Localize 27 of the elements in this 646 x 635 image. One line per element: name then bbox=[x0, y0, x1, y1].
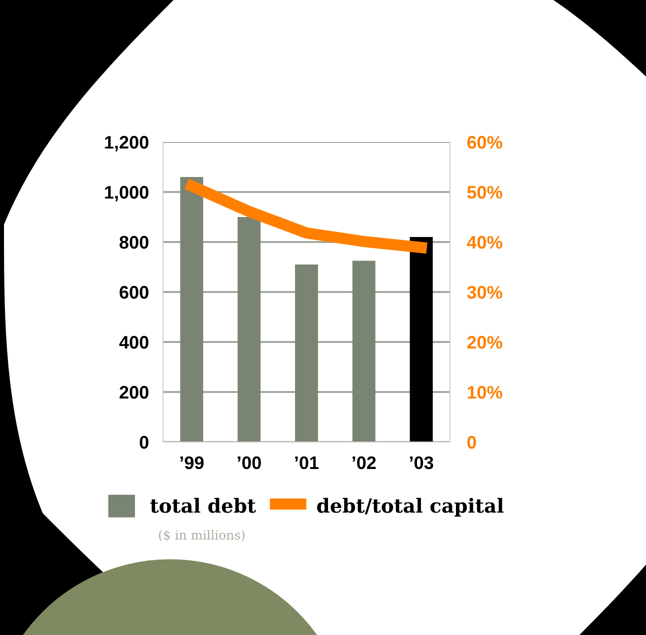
x-tick-label: ’99 bbox=[180, 456, 204, 470]
y2-tick-label: 40% bbox=[466, 236, 502, 249]
y2-tick-label: 30% bbox=[467, 286, 502, 299]
y-tick-label: 400 bbox=[119, 336, 148, 349]
bar bbox=[410, 237, 433, 442]
text: ($ in millions) bbox=[158, 530, 245, 542]
y2-tick-label: 0 bbox=[467, 436, 476, 449]
x-tick-label: ’00 bbox=[238, 456, 261, 470]
x-tick-label: ’02 bbox=[352, 456, 376, 470]
legend-label: total debt bbox=[150, 498, 256, 513]
x-tick-label: ’03 bbox=[410, 456, 434, 470]
bar bbox=[180, 177, 204, 442]
y-tick-label: 0 bbox=[140, 436, 148, 449]
y-tick-label: 200 bbox=[120, 386, 148, 399]
bar bbox=[238, 217, 261, 442]
bar bbox=[295, 264, 318, 442]
y-tick-label: 1,000 bbox=[105, 186, 148, 202]
y2-tick-label: 60% bbox=[467, 136, 502, 149]
y2-tick-label: 10% bbox=[468, 386, 502, 399]
bar bbox=[352, 260, 376, 442]
y-tick-label: 600 bbox=[120, 286, 148, 299]
y2-tick-label: 20% bbox=[467, 336, 502, 349]
y-tick-label: 800 bbox=[120, 236, 148, 249]
y-tick-label: 1,200 bbox=[105, 136, 148, 152]
legend-label: debt/total capital bbox=[317, 498, 504, 517]
y2-tick-label: 50% bbox=[467, 186, 502, 199]
x-tick-label: ’01 bbox=[295, 456, 319, 470]
